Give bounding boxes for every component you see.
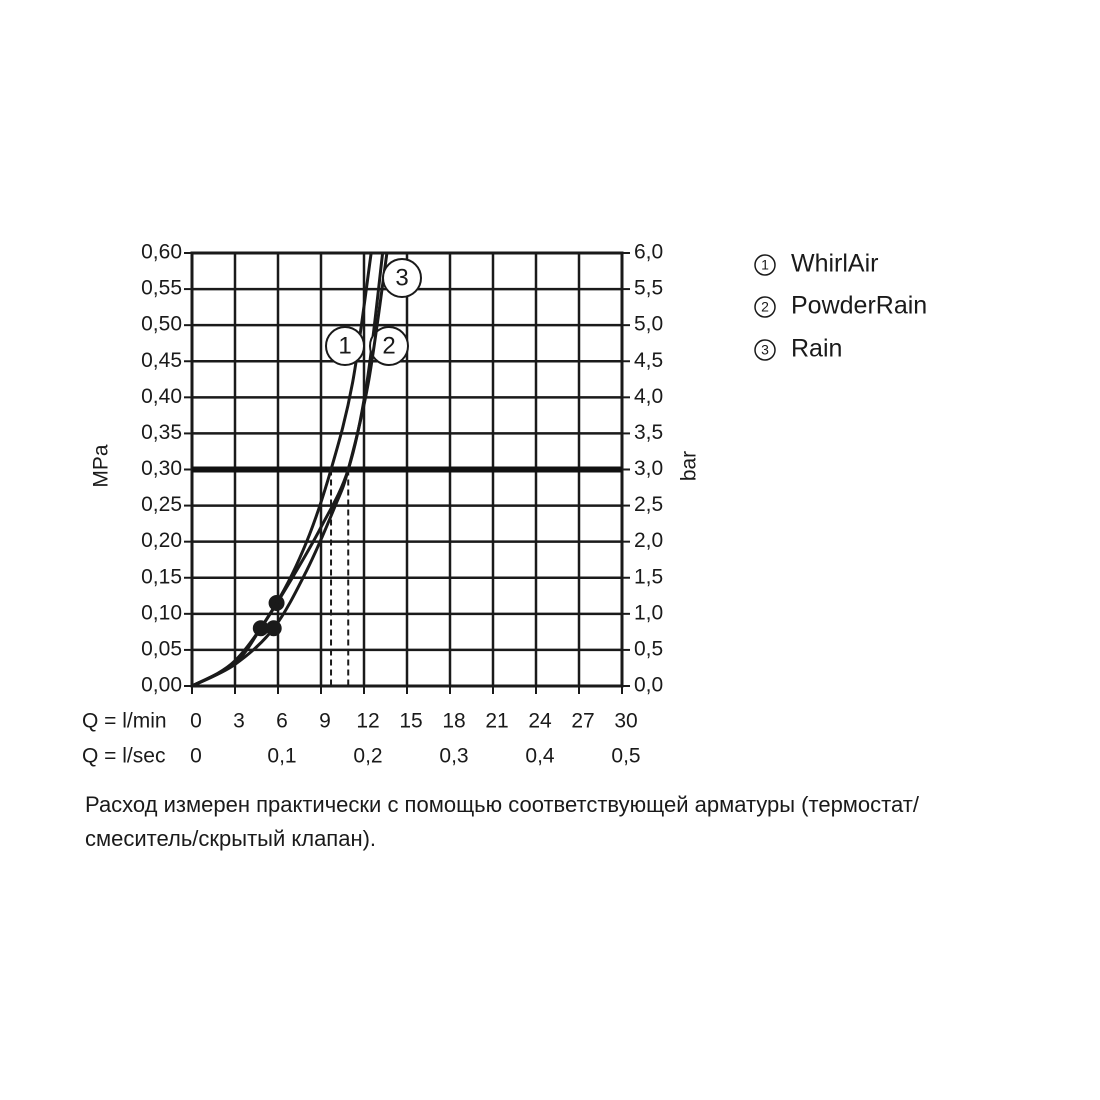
y2-tick-label: 5,5 xyxy=(634,277,663,300)
curve xyxy=(192,252,373,686)
y-tick-label: 0,10 xyxy=(141,601,182,624)
curve-label: 3 xyxy=(395,264,408,291)
dot xyxy=(265,620,282,637)
y2-tick-label: 6,0 xyxy=(634,241,663,264)
y2-tick-label: 1,5 xyxy=(634,565,663,588)
y-tick-label: 0,50 xyxy=(141,313,182,336)
y2-tick-label: 5,0 xyxy=(634,313,663,336)
x-tick-label: 3 xyxy=(233,710,245,733)
x-tick-label: 21 xyxy=(485,710,508,733)
y-tick-label: 0,15 xyxy=(141,565,182,588)
x-tick-label: 6 xyxy=(276,710,288,733)
legend-circle xyxy=(754,296,776,318)
y-tick-label: 0,60 xyxy=(141,241,182,264)
y2-tick-label: 0,0 xyxy=(634,674,663,697)
legend-circle xyxy=(754,254,776,276)
curve-label-circle xyxy=(382,258,422,298)
legend-number: 1 xyxy=(761,257,769,273)
y-tick-label: 0,00 xyxy=(141,674,182,697)
y2-tick-label: 2,5 xyxy=(634,493,663,516)
x2-tick-label: 0,2 xyxy=(353,745,382,768)
curve-label: 1 xyxy=(338,332,351,359)
legend-number: 3 xyxy=(761,342,769,358)
x-axis-label: Q = l/min xyxy=(82,710,167,733)
x-tick-label: 30 xyxy=(614,710,637,733)
x2-tick-label: 0,3 xyxy=(439,745,468,768)
legend-number: 2 xyxy=(761,299,769,315)
y-tick-label: 0,45 xyxy=(141,349,182,372)
x-tick-label: 27 xyxy=(571,710,594,733)
x2-tick-label: 0,5 xyxy=(611,745,640,768)
x-tick-label: 12 xyxy=(356,710,379,733)
x2-tick-label: 0,1 xyxy=(267,745,296,768)
curve-label: 2 xyxy=(382,332,395,359)
y-axis-label: MPa xyxy=(90,444,113,488)
dot xyxy=(252,620,269,637)
y-tick-label: 0,05 xyxy=(141,637,182,660)
y-tick-label: 0,40 xyxy=(141,385,182,408)
x2-axis-label: Q = l/sec xyxy=(82,745,165,768)
x-tick-label: 15 xyxy=(399,710,422,733)
x-tick-label: 0 xyxy=(190,710,202,733)
y2-tick-label: 0,5 xyxy=(634,637,663,660)
curve-label-circle xyxy=(369,326,409,366)
x2-tick-label: 0 xyxy=(190,745,202,768)
x-tick-label: 24 xyxy=(528,710,552,733)
y2-tick-label: 3,0 xyxy=(634,457,663,480)
y2-tick-label: 3,5 xyxy=(634,421,663,444)
y2-axis-label: bar xyxy=(678,451,701,481)
legend-label: WhirlAir xyxy=(791,250,879,278)
y-tick-label: 0,35 xyxy=(141,421,182,444)
y2-tick-label: 1,0 xyxy=(634,601,663,624)
y2-tick-label: 4,0 xyxy=(634,385,663,408)
x-tick-label: 9 xyxy=(319,710,331,733)
y2-tick-label: 2,0 xyxy=(634,529,663,552)
note: смеситель/скрытый клапан). xyxy=(85,826,376,851)
note: Расход измерен практически с помощью соо… xyxy=(85,792,920,817)
x-tick-label: 18 xyxy=(442,710,465,733)
y2-tick-label: 4,5 xyxy=(634,349,663,372)
legend-label: PowderRain xyxy=(791,292,927,320)
y-tick-label: 0,25 xyxy=(141,493,182,516)
y-tick-label: 0,55 xyxy=(141,277,182,300)
y-tick-label: 0,30 xyxy=(141,457,182,480)
legend-circle xyxy=(754,339,776,361)
curve xyxy=(192,252,389,686)
curve-label-circle xyxy=(325,326,365,366)
y-tick-label: 0,20 xyxy=(141,529,182,552)
legend-label: Rain xyxy=(791,335,842,363)
x2-tick-label: 0,4 xyxy=(525,745,555,768)
